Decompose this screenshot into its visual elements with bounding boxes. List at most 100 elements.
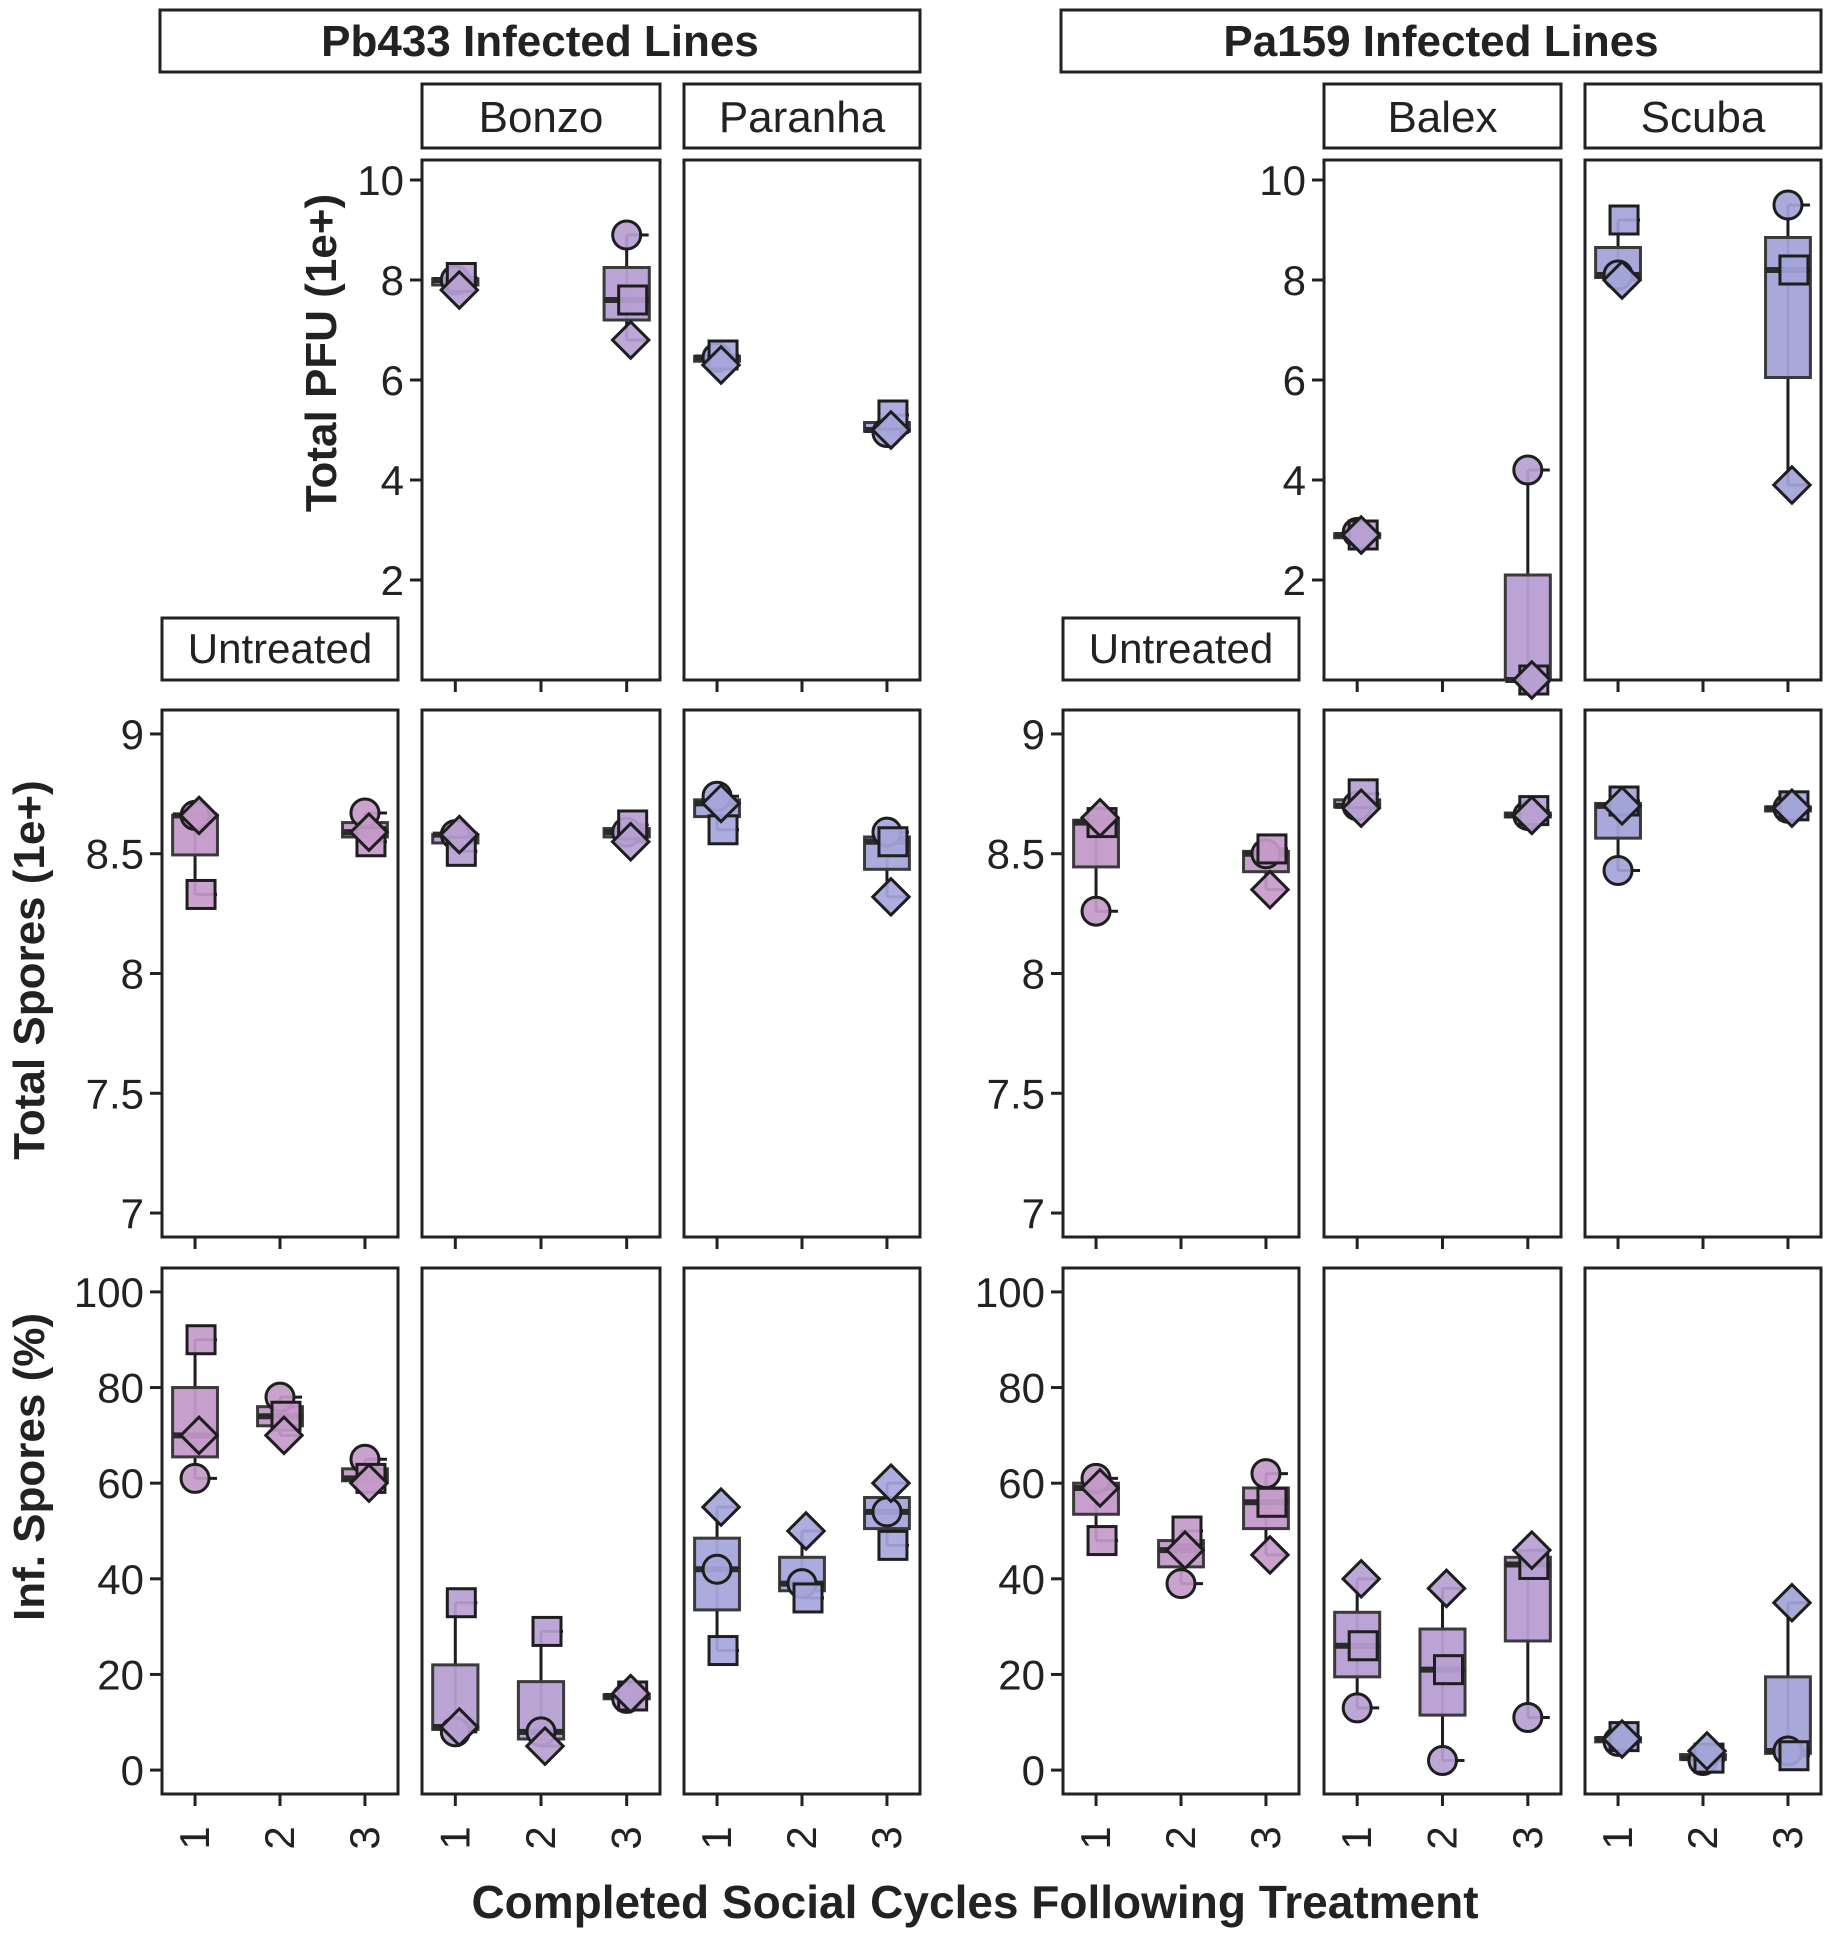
panel-frame <box>1061 708 1301 1239</box>
diamond-point <box>1771 787 1813 829</box>
square-point <box>877 826 909 858</box>
square-point <box>531 1615 563 1647</box>
diamond-point <box>263 1415 305 1456</box>
box-x1 <box>431 814 480 867</box>
facet-strip-balex: Balex <box>1322 82 1563 150</box>
y-tick-label: 20 <box>998 1651 1045 1698</box>
row-label-spores: Total Spores (1e+) <box>5 780 54 1159</box>
y-tick-label: 7.5 <box>987 1070 1045 1117</box>
y-tick-label: 8 <box>1022 951 1045 998</box>
diamond-point <box>348 1462 390 1504</box>
panel-pb433-bonzo-spores <box>420 708 662 1249</box>
y-tick-label: 8 <box>121 951 144 998</box>
x-tick-label: 2 <box>517 1826 564 1849</box>
diamond-point <box>1164 1529 1206 1571</box>
square-point <box>1086 1525 1118 1557</box>
y-tick-label: 40 <box>998 1556 1045 1603</box>
diamond-point <box>700 783 742 824</box>
group-header-pb433: Pb433 Infected Lines <box>158 8 922 74</box>
box-x1 <box>1333 1558 1382 1724</box>
diamond-point <box>610 1673 652 1714</box>
square-point <box>1347 1630 1379 1662</box>
diamond-point <box>870 409 912 451</box>
untreated-label-pa159: Untreated <box>1089 625 1273 672</box>
box-x1 <box>1594 1718 1643 1760</box>
facet-strip-bonzo: Bonzo <box>420 82 662 150</box>
square-point <box>185 1324 217 1356</box>
square-point <box>617 284 649 316</box>
box-x1 <box>1594 204 1643 301</box>
facet-strip-paranha: Paranha <box>682 82 922 150</box>
diamond-point <box>1601 259 1643 301</box>
circle-point <box>701 1553 733 1585</box>
diamond-point <box>1249 1534 1291 1576</box>
diamond-point <box>438 269 480 311</box>
box-x1 <box>1072 797 1121 927</box>
square-point <box>185 878 217 910</box>
square-point <box>1778 1740 1810 1772</box>
y-tick-label: 80 <box>97 1365 144 1412</box>
square-point <box>707 1635 739 1667</box>
box-x1 <box>693 339 742 386</box>
box-x3 <box>602 1673 652 1714</box>
panel-pa159-balex-spores <box>1322 708 1563 1249</box>
y-tick-label: 6 <box>381 357 404 404</box>
iqr-box <box>693 1536 741 1612</box>
panel-pa159-untreated-inf: 0 20 40 60 80 100 1 2 3 <box>975 1266 1301 1850</box>
diamond-point <box>610 821 652 863</box>
box-x2 <box>256 1381 305 1456</box>
circle-point <box>1602 854 1634 886</box>
diamond-point <box>785 1510 827 1552</box>
diamond-point <box>700 1486 742 1528</box>
box-x3 <box>1503 1529 1553 1733</box>
y-tick-label: 60 <box>97 1460 144 1507</box>
y-tick-label: 40 <box>97 1556 144 1603</box>
diamond-point <box>1601 785 1643 827</box>
circle-point <box>1250 1458 1282 1490</box>
facet-strip-scuba: Scuba <box>1583 82 1823 150</box>
box-x3 <box>341 1443 390 1504</box>
y-tick-label: 4 <box>381 457 404 504</box>
x-tick-label: 3 <box>1504 1826 1551 1849</box>
y-tick-label: 80 <box>998 1365 1045 1412</box>
circle-point <box>1080 895 1112 927</box>
panel-pa159-balex-pfu: 2 4 6 8 10 <box>1259 157 1563 701</box>
panel-pa159-scuba-inf: 1 2 3 <box>1583 1266 1823 1850</box>
diamond-point <box>870 876 912 918</box>
x-tick-label: 1 <box>1333 1826 1380 1849</box>
box-x1 <box>693 1486 742 1667</box>
square-point <box>1433 1654 1464 1686</box>
box-x3 <box>1764 189 1813 506</box>
panel-pa159-scuba-pfu <box>1583 158 1823 692</box>
untreated-strip-pa159: Untreated <box>1061 616 1301 682</box>
x-tick-label: 3 <box>341 1826 388 1849</box>
panel-pb433-paranha-spores <box>682 708 922 1249</box>
y-tick-label: 100 <box>975 1269 1045 1316</box>
circle-point <box>1772 189 1804 221</box>
circle-point <box>1341 1692 1373 1724</box>
y-tick-label: 0 <box>121 1747 144 1794</box>
diamond-point <box>348 811 390 853</box>
box-x2 <box>778 1510 827 1614</box>
panel-pb433-paranha-inf: 1 2 3 <box>682 1266 922 1850</box>
box-x3 <box>1503 795 1553 836</box>
y-tick-label: 4 <box>1283 457 1306 504</box>
x-tick-label: 2 <box>778 1826 825 1849</box>
box-x1 <box>171 795 220 910</box>
circle-point <box>1512 1701 1544 1733</box>
y-tick-label: 8 <box>381 257 404 304</box>
diamond-point <box>1686 1730 1728 1772</box>
panel-pb433-untreated-inf: 0 20 40 60 80 100 1 2 3 <box>74 1266 400 1850</box>
box-x3 <box>863 816 912 918</box>
diamond-point <box>178 1415 220 1456</box>
y-tick-label: 9 <box>1022 711 1045 758</box>
panel-frame <box>160 708 400 1239</box>
box-x1 <box>431 262 480 311</box>
y-tick-label: 9 <box>121 711 144 758</box>
y-tick-label: 8 <box>1283 257 1306 304</box>
box-x1 <box>693 780 742 846</box>
box-x3 <box>1764 787 1813 829</box>
y-tick-label: 100 <box>74 1269 144 1316</box>
diamond-point <box>1511 795 1553 836</box>
